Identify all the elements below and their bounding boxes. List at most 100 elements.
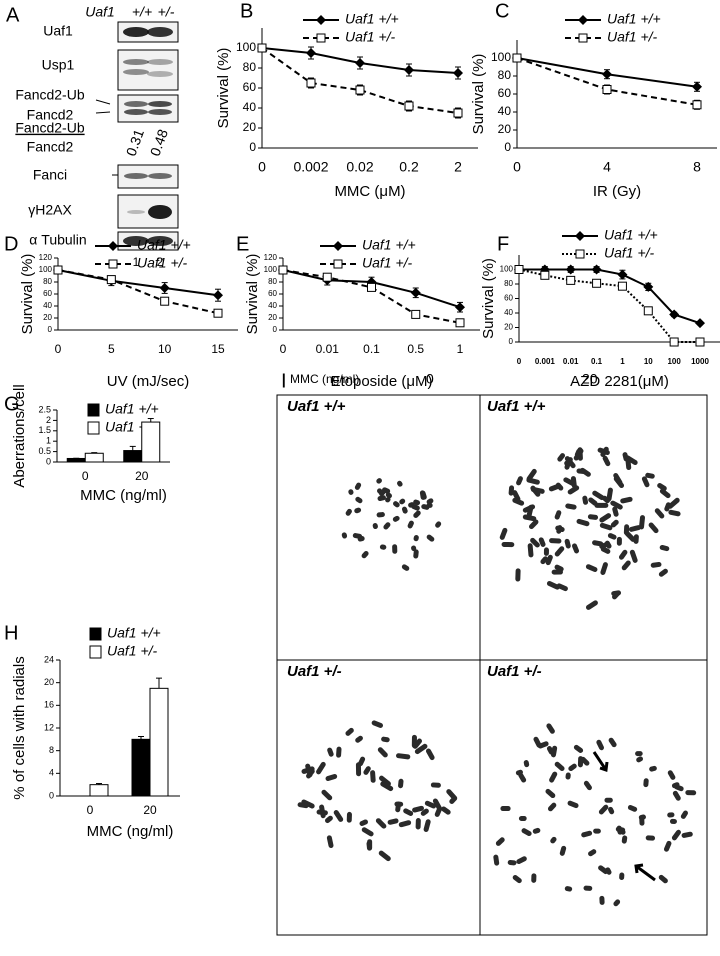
chromosome xyxy=(599,513,612,523)
chromosome xyxy=(619,872,625,881)
chromosome xyxy=(658,568,668,577)
y-tick-label: 0 xyxy=(509,337,514,346)
chromosome xyxy=(346,811,352,823)
chromosome xyxy=(521,828,532,837)
chromosome xyxy=(672,790,681,801)
chromosome xyxy=(582,495,589,505)
marker xyxy=(213,308,223,318)
blot-band xyxy=(148,205,172,219)
y-axis-title: % of cells with radials xyxy=(11,656,28,799)
chromosome xyxy=(573,744,584,753)
marker xyxy=(306,78,316,88)
chromosome xyxy=(559,845,567,856)
treatment: MMC (ng/ml) xyxy=(290,372,359,386)
marker xyxy=(453,108,463,118)
bar xyxy=(149,687,169,797)
marker xyxy=(333,259,343,269)
chromosome xyxy=(556,525,563,534)
chromosome xyxy=(434,806,443,817)
y-tick-label: 1 xyxy=(46,436,51,446)
y-tick-label: 40 xyxy=(243,100,257,114)
chromosome xyxy=(599,895,605,905)
x-tick-label: 0 xyxy=(55,342,62,356)
y-tick-label: 60 xyxy=(243,80,257,94)
y-axis-title: Survival (%) xyxy=(19,254,36,335)
chromosome xyxy=(538,537,546,547)
chromosome xyxy=(681,831,693,838)
x-tick-label: 0.2 xyxy=(399,159,419,175)
x-tick-label: 0 xyxy=(258,159,266,175)
y-tick-label: 60 xyxy=(504,294,513,303)
chromosome xyxy=(355,735,363,743)
legend-swatch xyxy=(87,421,100,435)
marker xyxy=(643,306,653,316)
arrow xyxy=(592,751,609,773)
chromosome xyxy=(554,564,564,572)
chromosome xyxy=(636,756,643,763)
cell-label: Uaf1 +/- xyxy=(287,663,342,680)
lane-number: 1 xyxy=(133,255,140,269)
chromosome xyxy=(671,829,681,841)
chromosome xyxy=(593,828,601,834)
blot-row-label: Usp1 xyxy=(42,57,75,73)
chromosome xyxy=(424,800,437,809)
chromosome xyxy=(645,472,655,479)
x-tick-label: 5 xyxy=(108,342,115,356)
blot-band xyxy=(147,236,173,246)
panel-letter: B xyxy=(240,0,253,22)
y-tick-label: 100 xyxy=(39,265,53,274)
chromosome xyxy=(564,886,573,892)
chromosome xyxy=(639,515,645,530)
chromosome xyxy=(546,580,560,590)
legend-label: Uaf1 +/+ xyxy=(607,11,661,27)
y-tick-label: 40 xyxy=(504,308,513,317)
chromosome xyxy=(516,856,527,865)
legend-label: Uaf1 +/- xyxy=(362,255,413,271)
chromosome xyxy=(588,849,597,857)
chromosome xyxy=(608,737,617,748)
chromosome xyxy=(608,806,615,815)
series-line xyxy=(261,47,459,114)
marker xyxy=(404,101,414,111)
chromosome xyxy=(425,748,435,761)
chromosome xyxy=(413,499,421,506)
chromosome xyxy=(377,747,388,758)
x-tick-label: 15 xyxy=(211,342,225,356)
blot-strip xyxy=(117,94,179,123)
chromosome xyxy=(336,746,342,758)
chromosome xyxy=(326,835,334,849)
marker xyxy=(367,282,376,292)
blot-band xyxy=(124,101,148,107)
chromosome xyxy=(610,500,623,510)
chromosome xyxy=(659,544,670,552)
x-tick-label: 0.01 xyxy=(563,357,579,366)
chromosome xyxy=(495,837,505,846)
chromosome xyxy=(515,568,521,582)
legend-label: Uaf1 +/+ xyxy=(345,11,399,27)
marker xyxy=(575,249,585,259)
chromosome xyxy=(565,503,577,510)
panel-letter: D xyxy=(4,233,18,255)
marker xyxy=(410,287,421,298)
chromosome xyxy=(301,799,315,809)
y-tick-label: 0 xyxy=(48,325,53,334)
cell-label: Uaf1 +/+ xyxy=(487,398,546,415)
y-tick-label: 60 xyxy=(268,289,277,298)
marker xyxy=(355,85,365,95)
y-tick-label: 80 xyxy=(504,279,513,288)
chromosome xyxy=(659,488,671,499)
marker xyxy=(306,48,316,58)
marker xyxy=(455,318,465,328)
bar xyxy=(66,457,86,463)
chromosome xyxy=(596,739,605,751)
chromosome xyxy=(499,527,508,540)
chromosome xyxy=(680,810,688,819)
chromosome xyxy=(585,564,598,573)
chromosome xyxy=(580,756,590,766)
x-tick-label: 0.1 xyxy=(363,342,380,356)
chromosome xyxy=(413,549,419,559)
legend-label: Uaf1 +/+ xyxy=(137,237,191,253)
chromosome xyxy=(530,537,540,548)
chromosome xyxy=(385,496,391,503)
chromosome xyxy=(435,521,442,528)
